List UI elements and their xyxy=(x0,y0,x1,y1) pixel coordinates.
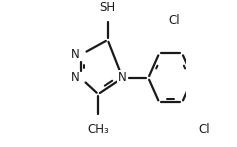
Text: N: N xyxy=(118,71,127,84)
Text: N: N xyxy=(71,48,80,61)
Text: CH₃: CH₃ xyxy=(87,123,109,136)
Text: SH: SH xyxy=(100,1,116,14)
Text: Cl: Cl xyxy=(168,15,180,27)
Text: N: N xyxy=(71,71,80,84)
Text: Cl: Cl xyxy=(198,123,210,136)
